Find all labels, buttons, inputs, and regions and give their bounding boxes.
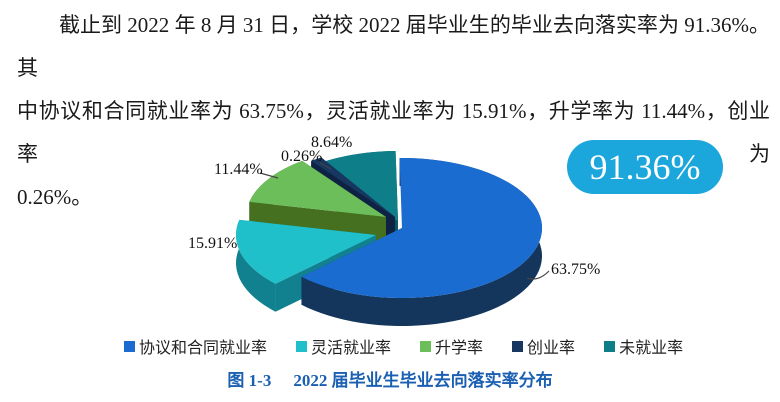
total-rate-badge: 91.36% — [567, 140, 723, 194]
figure-caption: 图 1-3 2022 届毕业生毕业去向落实率分布 — [0, 366, 780, 391]
legend-swatch — [124, 340, 135, 352]
chart-legend: 协议和合同就业率 灵活就业率 升学率 创业率 未就业率 — [124, 334, 683, 358]
legend-item-further-study: 升学率 — [420, 334, 483, 358]
legend-label: 升学率 — [435, 340, 484, 357]
pie-chart-3d — [235, 151, 550, 326]
legend-item-contract: 协议和合同就业率 — [124, 334, 267, 358]
legend-swatch — [296, 340, 308, 352]
slice-label-flexible: 15.91% — [188, 235, 238, 252]
figure-title: 2022 届毕业生毕业去向落实率分布 — [293, 371, 553, 390]
slice-label-further-study: 11.44% — [214, 161, 263, 178]
slice-label-startup: 0.26% — [281, 148, 323, 165]
figure-number: 图 1-3 — [227, 371, 272, 390]
paragraph-line: 0.26%。 — [17, 185, 93, 209]
legend-label: 灵活就业率 — [311, 340, 392, 357]
legend-label: 协议和合同就业率 — [139, 340, 268, 357]
paragraph-line: 截止到 2022 年 8 月 31 日，学校 2022 届毕业生的毕业去向落实率… — [17, 13, 770, 80]
legend-item-flexible: 灵活就业率 — [296, 334, 391, 358]
slice-label-contract: 63.75% — [551, 261, 601, 278]
slice-label-unemployed: 8.64% — [311, 134, 353, 151]
legend-item-unemployed: 未就业率 — [604, 334, 683, 358]
legend-swatch — [604, 340, 616, 352]
legend-item-startup: 创业率 — [512, 334, 575, 358]
legend-label: 未就业率 — [619, 340, 684, 357]
legend-swatch — [512, 340, 524, 352]
legend-label: 创业率 — [527, 340, 576, 357]
pie-chart-figure: 8.64% 0.26% 11.44% 15.91% 63.75% 91.36% — [0, 120, 780, 335]
legend-swatch — [420, 340, 432, 352]
